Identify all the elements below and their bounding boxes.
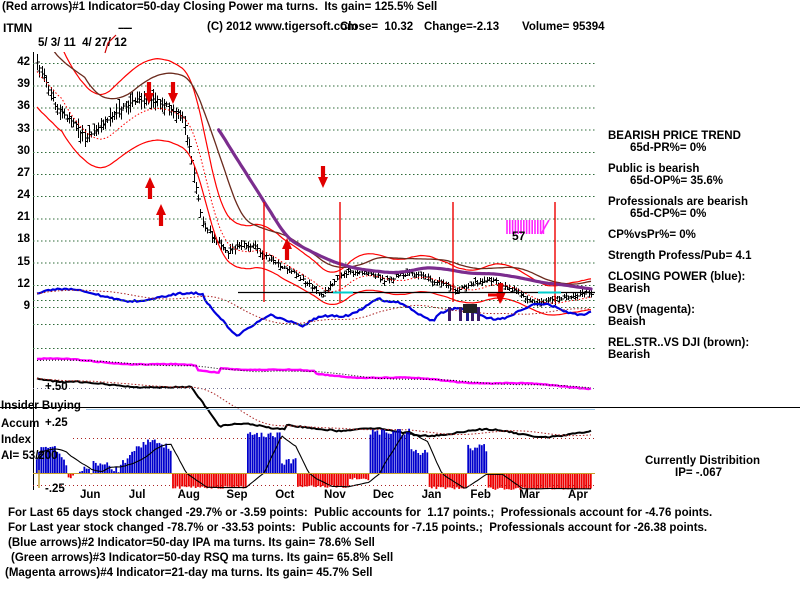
volume: Volume= 95394 xyxy=(522,21,605,33)
analysis-block: Public is bearish 65d-OP%= 35.6% xyxy=(608,163,800,187)
y-tick-label: 30 xyxy=(17,144,30,157)
distribution-title: Currently Distribition xyxy=(645,455,761,467)
analysis-block: REL.STR..VS DJI (brown): Bearish xyxy=(608,337,800,361)
chart-plot-frame xyxy=(33,52,595,490)
blue-arrow-marker xyxy=(448,304,480,321)
ai-value-label: AI= 53/200 xyxy=(1,450,58,462)
month-label-jul: Jul xyxy=(128,489,146,501)
distribution-panel: Currently Distribition IP= -.067 xyxy=(645,455,760,479)
date-range: 5/ 3/ 11 4/ 27/ 12 xyxy=(38,37,127,49)
month-label-oct: Oct xyxy=(275,489,295,501)
red-down-arrow xyxy=(144,82,154,104)
analysis-block-value: 65d-PR%= 0% xyxy=(630,142,707,154)
y-tick-label: 9 xyxy=(23,299,30,312)
analysis-block-title: OBV (magenta): xyxy=(608,304,695,316)
analysis-block-value: 65d-CP%= 0% xyxy=(630,208,707,220)
red-down-arrow xyxy=(168,82,178,104)
y-tick-label: 36 xyxy=(17,100,30,113)
red-down-arrow xyxy=(318,166,328,188)
footer-indicator-3: (Green arrows)#3 Indicator=50-day RSQ ma… xyxy=(11,552,394,564)
analysis-block-title: BEARISH PRICE TREND xyxy=(608,130,741,142)
y-tick-label: 18 xyxy=(17,233,30,246)
insider-separator-line-light xyxy=(86,409,595,410)
analysis-block-value: Beaish xyxy=(608,316,646,328)
month-label-dec: Dec xyxy=(372,489,394,501)
footer-year-stats: For Last year stock changed -78.7% or -3… xyxy=(8,522,708,534)
close-price: Close= 10.32 xyxy=(340,21,414,33)
axis-label-plus50: +.50 xyxy=(45,381,68,393)
analysis-block: Strength Profess/Pub= 4.1 xyxy=(608,250,800,262)
analysis-block: OBV (magenta): Beaish xyxy=(608,304,800,328)
month-label-nov: Nov xyxy=(324,489,346,501)
distribution-value: IP= -.067 xyxy=(675,467,722,479)
footer-65day-stats: For Last 65 days stock changed -29.7% or… xyxy=(8,507,713,519)
y-tick-label: 21 xyxy=(17,211,30,224)
chart-plot-area[interactable] xyxy=(33,15,595,490)
month-label-sep: Sep xyxy=(226,489,248,501)
axis-label-minus25: -.25 xyxy=(45,483,65,495)
analysis-block: CP%vsPr%= 0% xyxy=(608,229,800,241)
month-label-jan: Jan xyxy=(421,489,442,501)
analysis-block-value: Bearish xyxy=(608,349,651,361)
date-marker-scribble xyxy=(104,34,117,54)
footer-indicator-2: (Blue arrows)#2 Indicator=50-day IPA ma … xyxy=(8,537,375,549)
insider-separator-line xyxy=(0,407,800,408)
y-tick-label: 42 xyxy=(17,56,30,69)
analysis-block-title: Professionals are bearish xyxy=(608,196,748,208)
red-up-arrow xyxy=(156,204,166,226)
price-change: Change=-2.13 xyxy=(424,21,500,33)
analysis-block-title: CP%vsPr%= 0% xyxy=(608,229,696,241)
analysis-block: CLOSING POWER (blue): Bearish xyxy=(608,271,800,295)
month-label-feb: Feb xyxy=(470,489,491,501)
analysis-block-title: Strength Profess/Pub= 4.1 xyxy=(608,250,752,262)
arrow-cluster-label: 57 xyxy=(512,229,526,243)
analysis-block-value: Bearish xyxy=(608,283,651,295)
month-label-apr: Apr xyxy=(568,489,588,501)
y-tick-label: 39 xyxy=(17,78,30,91)
red-up-arrow xyxy=(145,177,155,199)
insider-buying-label: Insider Buying xyxy=(1,400,81,412)
y-tick-label: 12 xyxy=(17,277,30,290)
month-label-jun: Jun xyxy=(80,489,101,501)
footer-indicator-4: (Magenta arrows)#4 Indicator=21-day ma t… xyxy=(5,567,373,579)
accum-label: Accum xyxy=(1,418,40,430)
index-label: Index xyxy=(1,434,32,446)
month-label-mar: Mar xyxy=(519,489,540,501)
y-tick-label: 27 xyxy=(17,166,30,179)
magenta-arrow-cluster xyxy=(506,219,550,235)
y-tick-label: 24 xyxy=(17,189,30,202)
month-label-aug: Aug xyxy=(177,489,200,501)
ticker-symbol: ITMN xyxy=(3,21,33,35)
analysis-panel: BEARISH PRICE TREND 65d-PR%= 0% Public is … xyxy=(608,130,800,370)
axis-label-plus25: +.25 xyxy=(45,417,68,429)
analysis-block-title: REL.STR..VS DJI (brown): xyxy=(608,337,750,349)
indicator-1-headline: (Red arrows)#1 Indicator=50-day Closing … xyxy=(2,1,438,13)
chart-canvas xyxy=(33,15,595,490)
analysis-block-value: 65d-OP%= 35.6% xyxy=(630,175,724,187)
analysis-block: BEARISH PRICE TREND 65d-PR%= 0% xyxy=(608,130,800,154)
y-tick-label: 15 xyxy=(17,255,30,268)
analysis-block-title: Public is bearish xyxy=(608,163,700,175)
header-dashes: ----- xyxy=(118,22,132,34)
copyright-notice: (C) 2012 www.tigersoft.com xyxy=(207,21,358,33)
analysis-block-title: CLOSING POWER (blue): xyxy=(608,271,746,283)
red-up-arrow xyxy=(282,238,292,260)
y-tick-label: 33 xyxy=(17,122,30,135)
analysis-block: Professionals are bearish 65d-CP%= 0% xyxy=(608,196,800,220)
